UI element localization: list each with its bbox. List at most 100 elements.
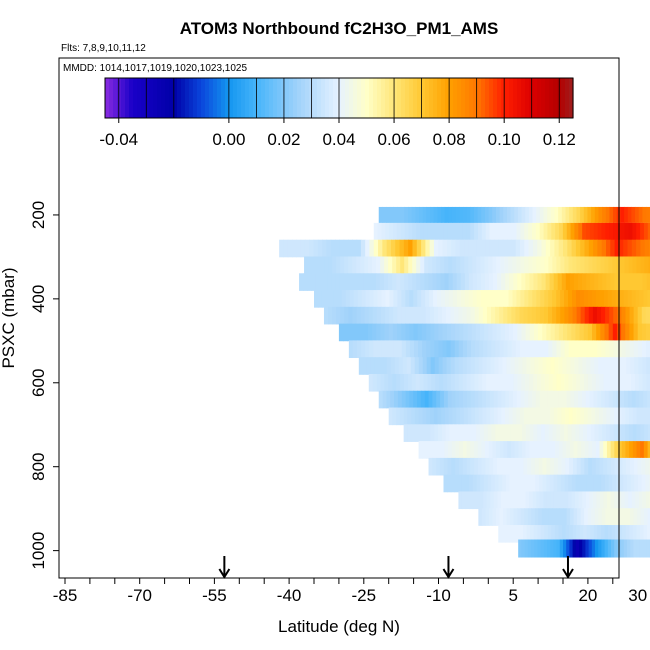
heatmap-cell xyxy=(593,239,599,258)
heatmap-cell xyxy=(462,340,468,359)
heatmap-cell xyxy=(569,273,575,291)
heatmap-cell xyxy=(636,222,641,241)
heatmap-cell xyxy=(404,373,409,392)
colorbar-swatch xyxy=(249,78,254,118)
heatmap-cell xyxy=(460,407,465,426)
heatmap-cell xyxy=(558,390,564,409)
colorbar-swatch xyxy=(177,78,182,118)
colorbar-swatch xyxy=(173,78,178,118)
heatmap-cell xyxy=(557,407,563,426)
heatmap-cell xyxy=(393,290,398,308)
heatmap-cell xyxy=(598,273,603,291)
heatmap-cell xyxy=(547,525,552,543)
colorbar: -0.04 0.00 0.02 0.04 0.06 0.08 0.10 0.12 xyxy=(99,77,576,149)
heatmap-cell xyxy=(478,373,483,392)
heatmap-cell xyxy=(585,491,590,510)
heatmap-cell xyxy=(640,407,645,426)
heatmap-cell xyxy=(514,424,519,442)
heatmap-cell xyxy=(341,290,347,308)
heatmap-cell xyxy=(378,239,383,258)
heatmap-cell xyxy=(396,373,401,392)
x-axis: -85-70-55-40-25-1052030456075 xyxy=(53,578,647,605)
heatmap-cell xyxy=(315,273,320,291)
heatmap-cell xyxy=(523,525,528,543)
heatmap-cell xyxy=(592,306,598,325)
heatmap-cell xyxy=(575,491,580,510)
heatmap-cell xyxy=(481,239,487,258)
heatmap-cell xyxy=(462,357,468,375)
heatmap-cell xyxy=(428,256,433,275)
heatmap-cell xyxy=(564,373,569,392)
heatmap-cell xyxy=(396,273,401,291)
heatmap-cell xyxy=(599,290,605,308)
heatmap-cell xyxy=(607,373,612,392)
heatmap-cell xyxy=(580,206,585,223)
heatmap-cell xyxy=(520,508,525,526)
heatmap-cell xyxy=(643,441,649,459)
heatmap-cell xyxy=(400,373,405,392)
heatmap-cell xyxy=(488,323,494,342)
heatmap-cell xyxy=(627,290,633,308)
heatmap-cell xyxy=(499,306,504,325)
heatmap-cell xyxy=(564,290,569,308)
heatmap-cell xyxy=(455,206,460,223)
heatmap-cell xyxy=(296,239,302,258)
heatmap-cell xyxy=(609,424,615,442)
heatmap-cell xyxy=(495,340,501,359)
heatmap-cell xyxy=(576,306,582,325)
heatmap-cell xyxy=(517,323,523,342)
heatmap-cell xyxy=(396,222,402,241)
heatmap-cell xyxy=(587,290,593,308)
heatmap-cell xyxy=(497,390,503,409)
heatmap-cell xyxy=(486,390,491,409)
heatmap-cell xyxy=(458,373,464,392)
heatmap-cell xyxy=(583,373,589,392)
heatmap-cell xyxy=(494,239,500,258)
heatmap-cell xyxy=(401,290,406,308)
heatmap-cell xyxy=(631,491,636,510)
heatmap-cell xyxy=(550,323,556,342)
heatmap-cell xyxy=(621,441,627,459)
heatmap-cell xyxy=(647,407,650,426)
heatmap-cell xyxy=(550,357,556,375)
heatmap-cell xyxy=(624,491,629,510)
heatmap-cell xyxy=(502,424,508,442)
heatmap-cell xyxy=(464,273,470,291)
heatmap-cell xyxy=(430,206,435,223)
heatmap-cell xyxy=(458,306,464,325)
heatmap-cell xyxy=(636,239,642,258)
heatmap-cell xyxy=(467,323,473,342)
heatmap-cell xyxy=(437,206,442,223)
heatmap-cell xyxy=(648,256,650,275)
heatmap-cell xyxy=(576,457,582,476)
heatmap-cell xyxy=(455,390,460,409)
colorbar-swatch xyxy=(453,78,458,118)
heatmap-cell xyxy=(637,474,643,493)
heatmap-cell xyxy=(434,340,440,359)
heatmap-cell xyxy=(546,474,551,493)
heatmap-cell xyxy=(537,525,542,543)
heatmap-cell xyxy=(429,441,434,459)
colorbar-swatch xyxy=(545,78,550,118)
heatmap-cell xyxy=(418,357,424,375)
heatmap-cell xyxy=(613,206,618,223)
heatmap-cell xyxy=(572,290,577,308)
heatmap-cell xyxy=(615,474,621,493)
heatmap-cell xyxy=(617,306,622,325)
heatmap-cell xyxy=(523,340,529,359)
heatmap-cell xyxy=(484,273,490,291)
heatmap-cell xyxy=(512,290,518,308)
colorbar-swatch xyxy=(165,78,170,118)
heatmap-cell xyxy=(458,340,464,359)
heatmap-cell xyxy=(466,373,472,392)
heatmap-cell xyxy=(629,306,635,325)
heatmap-cell xyxy=(416,273,421,291)
heatmap-cell xyxy=(618,525,623,543)
heatmap-cell xyxy=(421,239,426,258)
heatmap-cell xyxy=(422,357,428,375)
heatmap-cell xyxy=(458,491,463,510)
heatmap-cell xyxy=(590,525,595,543)
heatmap-cell xyxy=(581,273,587,291)
heatmap-cell xyxy=(397,340,403,359)
heatmap-cell xyxy=(615,508,621,526)
